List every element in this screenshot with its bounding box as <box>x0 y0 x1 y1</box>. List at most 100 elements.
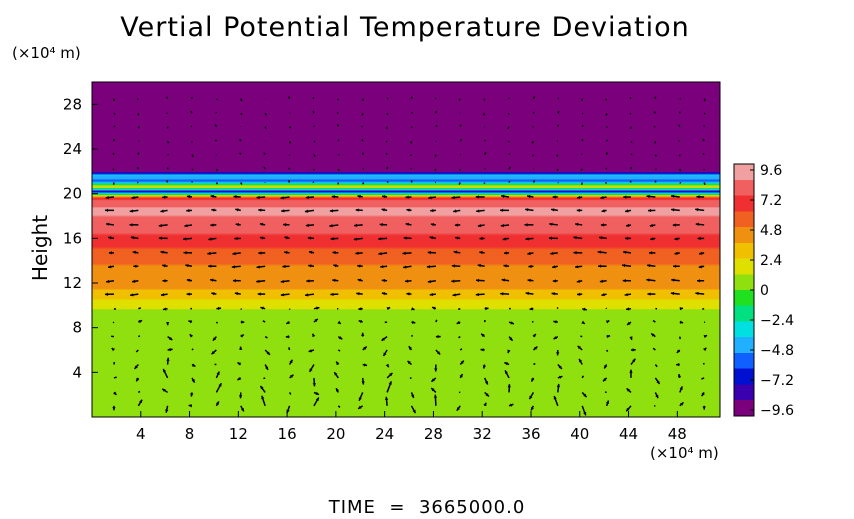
wind-arrow <box>456 405 461 412</box>
colorbar-ticks: 9.6 7.2 4.8 2.4 0 −2.4 −4.8 −7.2 −9.6 <box>750 163 794 419</box>
wind-arrow <box>288 347 291 351</box>
wind-arrow <box>183 251 193 255</box>
wind-arrow <box>385 363 390 368</box>
wind-arrow <box>160 293 168 297</box>
x-tick-label: 44 <box>619 425 638 443</box>
wind-arrow <box>650 237 656 241</box>
wind-arrow <box>287 179 291 183</box>
wind-arrow <box>215 98 218 101</box>
wind-arrow <box>430 377 437 383</box>
wind-arrow <box>625 223 632 227</box>
wind-arrow <box>337 335 343 340</box>
time-value: 3665000.0 <box>418 497 526 518</box>
wind-arrow <box>410 334 414 338</box>
wind-arrow <box>186 278 193 282</box>
wind-arrow <box>132 250 139 255</box>
wind-arrow <box>160 250 168 254</box>
wind-arrow <box>556 383 561 393</box>
wind-arrow <box>624 292 632 297</box>
wind-arrow <box>135 377 140 382</box>
y-tick-label: 8 <box>72 319 82 337</box>
wind-arrow <box>601 209 607 213</box>
wind-arrow <box>239 346 243 351</box>
wind-arrow <box>532 126 534 128</box>
wind-arrow <box>654 377 661 385</box>
wind-arrow <box>336 124 340 127</box>
wind-arrow <box>525 237 534 241</box>
wind-arrow <box>556 349 560 356</box>
wind-arrow <box>135 349 139 353</box>
wind-arrow <box>456 320 461 325</box>
wind-arrow <box>208 264 217 268</box>
wind-arrow <box>130 293 139 297</box>
wind-arrow <box>280 293 290 297</box>
wind-arrow <box>703 98 706 102</box>
wind-arrow <box>259 385 266 393</box>
wind-arrow <box>240 308 243 310</box>
wind-arrow <box>483 98 486 101</box>
wind-arrow <box>674 237 680 241</box>
wind-arrow <box>621 263 632 268</box>
wind-arrow <box>508 166 511 170</box>
wind-arrow <box>304 209 315 213</box>
wind-arrow <box>162 307 168 311</box>
wind-arrow <box>355 208 363 212</box>
wind-arrow <box>533 362 536 366</box>
wind-arrow <box>208 237 217 241</box>
wind-arrow <box>313 140 316 143</box>
x-tick-label: 32 <box>473 425 492 443</box>
wind-arrow <box>577 345 583 351</box>
wind-arrow <box>329 224 339 228</box>
wind-arrow <box>166 357 170 365</box>
wind-arrow <box>701 377 705 380</box>
y-axis-unit: (×10⁴ m) <box>12 44 81 62</box>
wind-arrow <box>670 194 680 198</box>
wind-arrow <box>113 125 116 128</box>
x-tick-label: 12 <box>229 425 248 443</box>
wind-arrow <box>404 279 412 283</box>
wind-arrow <box>477 263 485 268</box>
wind-arrow <box>104 208 114 212</box>
wind-arrow <box>647 208 656 213</box>
wind-arrow <box>646 278 656 282</box>
wind-arrow <box>313 391 320 396</box>
wind-arrow <box>312 377 316 387</box>
y-tick-label: 28 <box>63 95 82 113</box>
wind-arrow <box>532 346 538 351</box>
wind-arrow <box>312 181 315 184</box>
wind-arrow <box>671 208 680 212</box>
temperature-field <box>92 82 720 417</box>
wind-arrow <box>210 194 217 199</box>
wind-arrow <box>434 168 437 172</box>
wind-arrow <box>161 388 169 394</box>
wind-arrow <box>333 371 339 379</box>
wind-arrow <box>337 405 341 408</box>
wind-arrow <box>306 279 314 283</box>
wind-arrow <box>501 278 510 282</box>
wind-arrow <box>459 124 462 127</box>
wind-arrow <box>357 405 364 410</box>
wind-arrow <box>238 392 243 399</box>
wind-arrow <box>576 195 583 200</box>
wind-arrow <box>602 377 608 382</box>
wind-arrow <box>702 138 705 142</box>
wind-arrow <box>678 124 681 127</box>
wind-arrow <box>288 140 292 144</box>
wind-arrow <box>676 349 681 354</box>
wind-arrow <box>162 368 169 379</box>
wind-arrow <box>484 391 490 398</box>
wind-arrow <box>288 96 291 100</box>
wind-arrow <box>337 168 340 172</box>
wind-arrow <box>553 335 559 340</box>
x-tick-label: 8 <box>185 425 195 443</box>
wind-arrow <box>188 404 193 408</box>
wind-arrow <box>501 194 510 199</box>
wind-arrow <box>654 392 659 399</box>
wind-arrow <box>287 167 291 170</box>
wind-arrow <box>258 208 266 212</box>
wind-arrow <box>235 222 241 227</box>
wind-arrow <box>288 392 292 395</box>
wind-arrow <box>696 195 705 199</box>
wind-arrow <box>625 209 632 213</box>
colorbar-tick-label: −9.6 <box>760 403 794 419</box>
